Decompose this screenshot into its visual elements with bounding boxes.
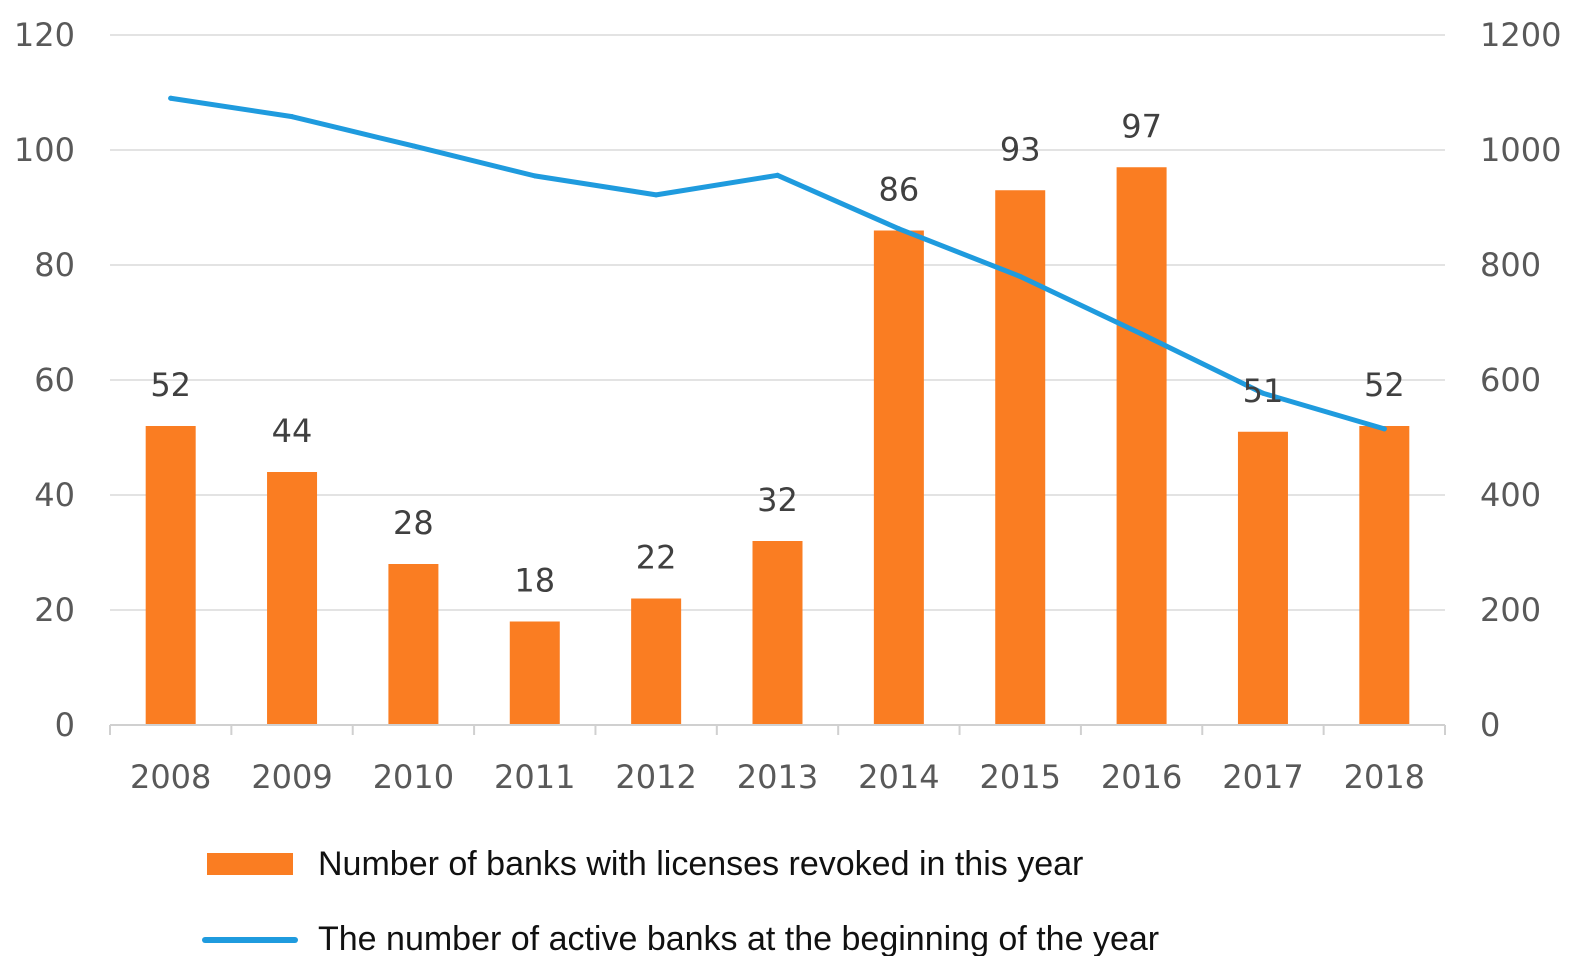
bar — [388, 564, 439, 725]
x-tick-label: 2016 — [1101, 758, 1182, 796]
bar — [145, 426, 196, 725]
bar — [1237, 431, 1288, 725]
line-point — [289, 114, 295, 120]
y-tick-label: 100 — [14, 131, 75, 169]
bar-data-label: 97 — [1121, 107, 1162, 145]
line-point — [1260, 390, 1266, 396]
bar-data-label: 28 — [393, 504, 434, 542]
bar — [1359, 426, 1410, 725]
x-tick-label: 2014 — [858, 758, 939, 796]
bar — [509, 621, 560, 725]
line-point — [1381, 426, 1387, 432]
line-point — [168, 95, 174, 101]
line-series — [168, 95, 1387, 432]
line-point — [1017, 274, 1023, 279]
right-axis-ticks: 0 200 400 600 800 1000 1200 — [1480, 16, 1561, 744]
bar — [1116, 167, 1167, 725]
line-point — [532, 173, 538, 179]
y2-tick-label: 1200 — [1480, 16, 1561, 54]
y2-tick-label: 200 — [1480, 591, 1541, 629]
y2-tick-label: 0 — [1480, 706, 1500, 744]
bar — [995, 190, 1046, 725]
y-tick-label: 40 — [34, 476, 75, 514]
bar-data-label: 52 — [150, 366, 191, 404]
bar — [631, 598, 682, 725]
bar — [752, 541, 803, 725]
y2-tick-label: 1000 — [1480, 131, 1561, 169]
x-tick-label: 2018 — [1344, 758, 1425, 796]
bar-series — [145, 167, 1410, 725]
x-tick-label: 2012 — [615, 758, 696, 796]
legend-bar-swatch — [207, 853, 293, 875]
line-point — [896, 226, 902, 232]
y-tick-label: 60 — [34, 361, 75, 399]
y-tick-label: 120 — [14, 16, 75, 54]
line-point — [775, 172, 780, 178]
y2-tick-label: 600 — [1480, 361, 1541, 399]
x-tick-label: 2010 — [373, 758, 454, 796]
x-tick-label: 2013 — [737, 758, 818, 796]
bar-data-label: 52 — [1364, 366, 1405, 404]
left-axis-ticks: 0 20 40 60 80 100 120 — [14, 16, 75, 744]
legend: Number of banks with licenses revoked in… — [202, 845, 1159, 956]
bar-data-label: 93 — [1000, 130, 1041, 168]
bar-data-label: 51 — [1243, 372, 1284, 410]
x-tick-label: 2015 — [980, 758, 1061, 796]
y-tick-label: 80 — [34, 246, 75, 284]
bar — [873, 230, 924, 725]
gridlines — [110, 34, 1445, 611]
bar-data-label: 32 — [757, 481, 798, 519]
y2-tick-label: 400 — [1480, 476, 1541, 514]
line-point — [1139, 331, 1145, 337]
x-tick-label: 2009 — [251, 758, 332, 796]
legend-bar-label: Number of banks with licenses revoked in… — [318, 845, 1083, 883]
bar-data-label: 44 — [272, 412, 313, 450]
bar — [267, 472, 318, 725]
x-tick-label: 2008 — [130, 758, 211, 796]
bar-data-label: 86 — [879, 171, 920, 209]
data-labels: 52 44 28 18 22 32 86 93 97 51 52 — [150, 107, 1404, 599]
y-tick-label: 20 — [34, 591, 75, 629]
bar-data-label: 18 — [514, 562, 555, 600]
bar-data-label: 22 — [636, 539, 677, 577]
line-point — [410, 143, 416, 149]
x-axis: 2008 2009 2010 2011 2012 2013 2014 2015 2016 2017… — [109, 724, 1446, 796]
y-tick-label: 0 — [55, 706, 75, 744]
line-point — [653, 192, 659, 198]
y2-tick-label: 800 — [1480, 246, 1541, 284]
x-tick-label: 2017 — [1222, 758, 1303, 796]
x-tick-label: 2011 — [494, 758, 575, 796]
legend-line-label: The number of active banks at the beginn… — [318, 920, 1159, 956]
